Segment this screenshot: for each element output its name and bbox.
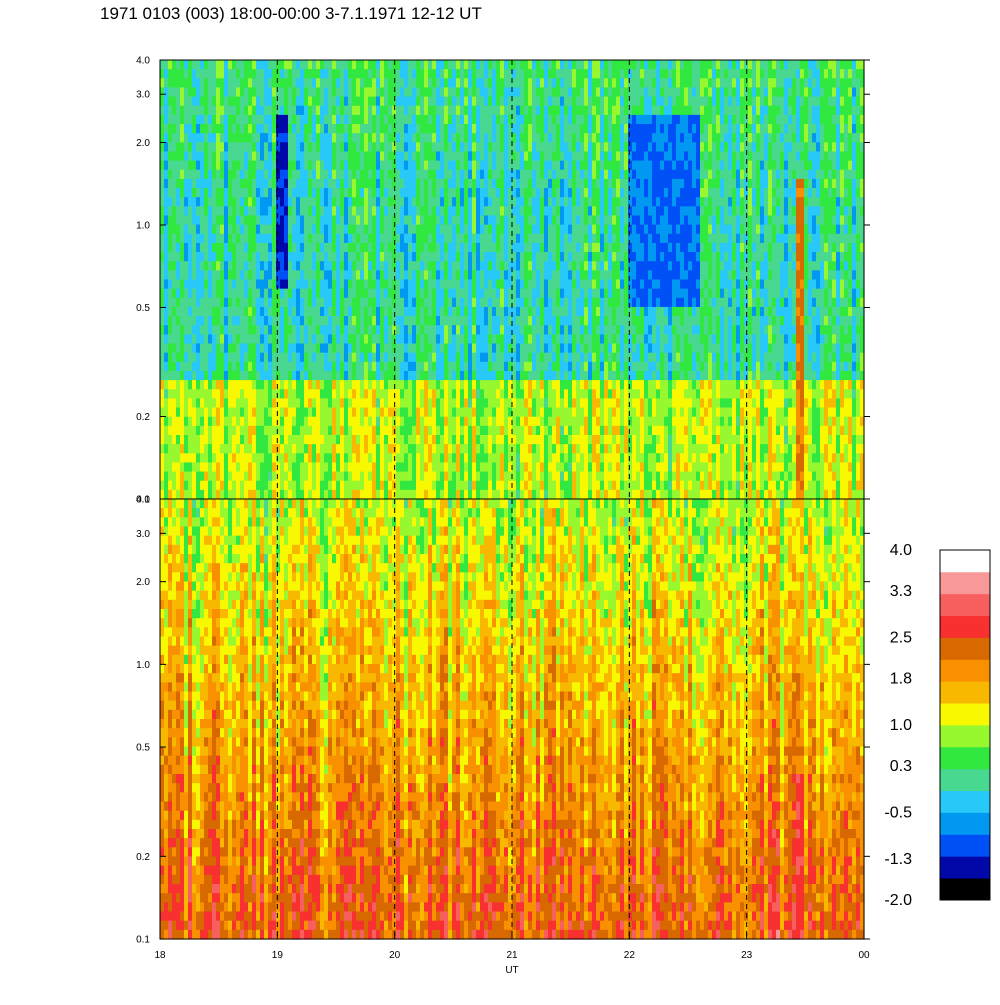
x-tick-label: 22 bbox=[624, 950, 636, 961]
x-tick-label: 00 bbox=[858, 950, 870, 961]
colorbar-swatch bbox=[940, 725, 990, 747]
colorbar-swatch bbox=[940, 550, 990, 572]
colorbar-label: -1.3 bbox=[884, 851, 912, 868]
y-tick-label: 1.0 bbox=[136, 220, 150, 231]
colorbar-swatch bbox=[940, 747, 990, 769]
colorbar: 4.0 3.3 2.5 1.8 1.0 0.3 -0.5 -1.3 -2.0 bbox=[884, 542, 990, 909]
x-tick-label: 18 bbox=[154, 950, 166, 961]
colorbar-swatch bbox=[940, 791, 990, 813]
colorbar-label: 1.8 bbox=[890, 670, 912, 687]
colorbar-swatch bbox=[940, 572, 990, 594]
y-tick-label: 2.0 bbox=[136, 138, 150, 149]
colorbar-label: 2.5 bbox=[890, 630, 912, 647]
x-tick-label: 20 bbox=[389, 950, 401, 961]
y-tick-label: 1.0 bbox=[136, 660, 150, 671]
colorbar-label: 3.3 bbox=[890, 583, 912, 600]
y-tick-label: 4.0 bbox=[136, 56, 150, 67]
colorbar-label: -0.5 bbox=[884, 805, 912, 822]
y-tick-label: 0.5 bbox=[136, 743, 150, 754]
x-tick-label: 19 bbox=[272, 950, 284, 961]
colorbar-swatch bbox=[940, 616, 990, 638]
colorbar-label: 4.0 bbox=[890, 542, 912, 559]
y-tick-label: 0.2 bbox=[136, 852, 150, 863]
y-tick-label: 0.5 bbox=[136, 303, 150, 314]
colorbar-swatch bbox=[940, 769, 990, 791]
colorbar-swatch bbox=[940, 813, 990, 835]
colorbar-swatch bbox=[940, 638, 990, 660]
colorbar-swatch bbox=[940, 878, 990, 900]
lower-panel: 0.1 0.2 0.5 1.0 2.0 3.0 4.0 bbox=[136, 495, 870, 946]
colorbar-label: -2.0 bbox=[884, 892, 912, 909]
upper-panel: 0.10.20.51.02.03.04.0 bbox=[136, 56, 870, 506]
y-tick-label: 3.0 bbox=[136, 529, 150, 540]
x-tick-label: 21 bbox=[506, 950, 518, 961]
y-tick-label: 0.1 bbox=[136, 935, 150, 946]
y-tick-label: 4.0 bbox=[136, 495, 150, 506]
colorbar-swatch bbox=[940, 834, 990, 856]
colorbar-swatch bbox=[940, 681, 990, 703]
x-tick-label: 23 bbox=[741, 950, 753, 961]
x-axis-label: UT bbox=[505, 965, 518, 976]
colorbar-swatch bbox=[940, 659, 990, 681]
colorbar-label: 0.3 bbox=[890, 758, 912, 775]
y-tick-label: 0.2 bbox=[136, 412, 150, 423]
colorbar-label: 1.0 bbox=[890, 717, 912, 734]
y-tick-label: 2.0 bbox=[136, 577, 150, 588]
y-tick-label: 3.0 bbox=[136, 90, 150, 101]
colorbar-swatch bbox=[940, 856, 990, 878]
chart-title: 1971 0103 (003) 18:00-00:00 3-7.1.1971 1… bbox=[100, 4, 482, 24]
colorbar-swatch bbox=[940, 703, 990, 725]
colorbar-swatch bbox=[940, 594, 990, 616]
